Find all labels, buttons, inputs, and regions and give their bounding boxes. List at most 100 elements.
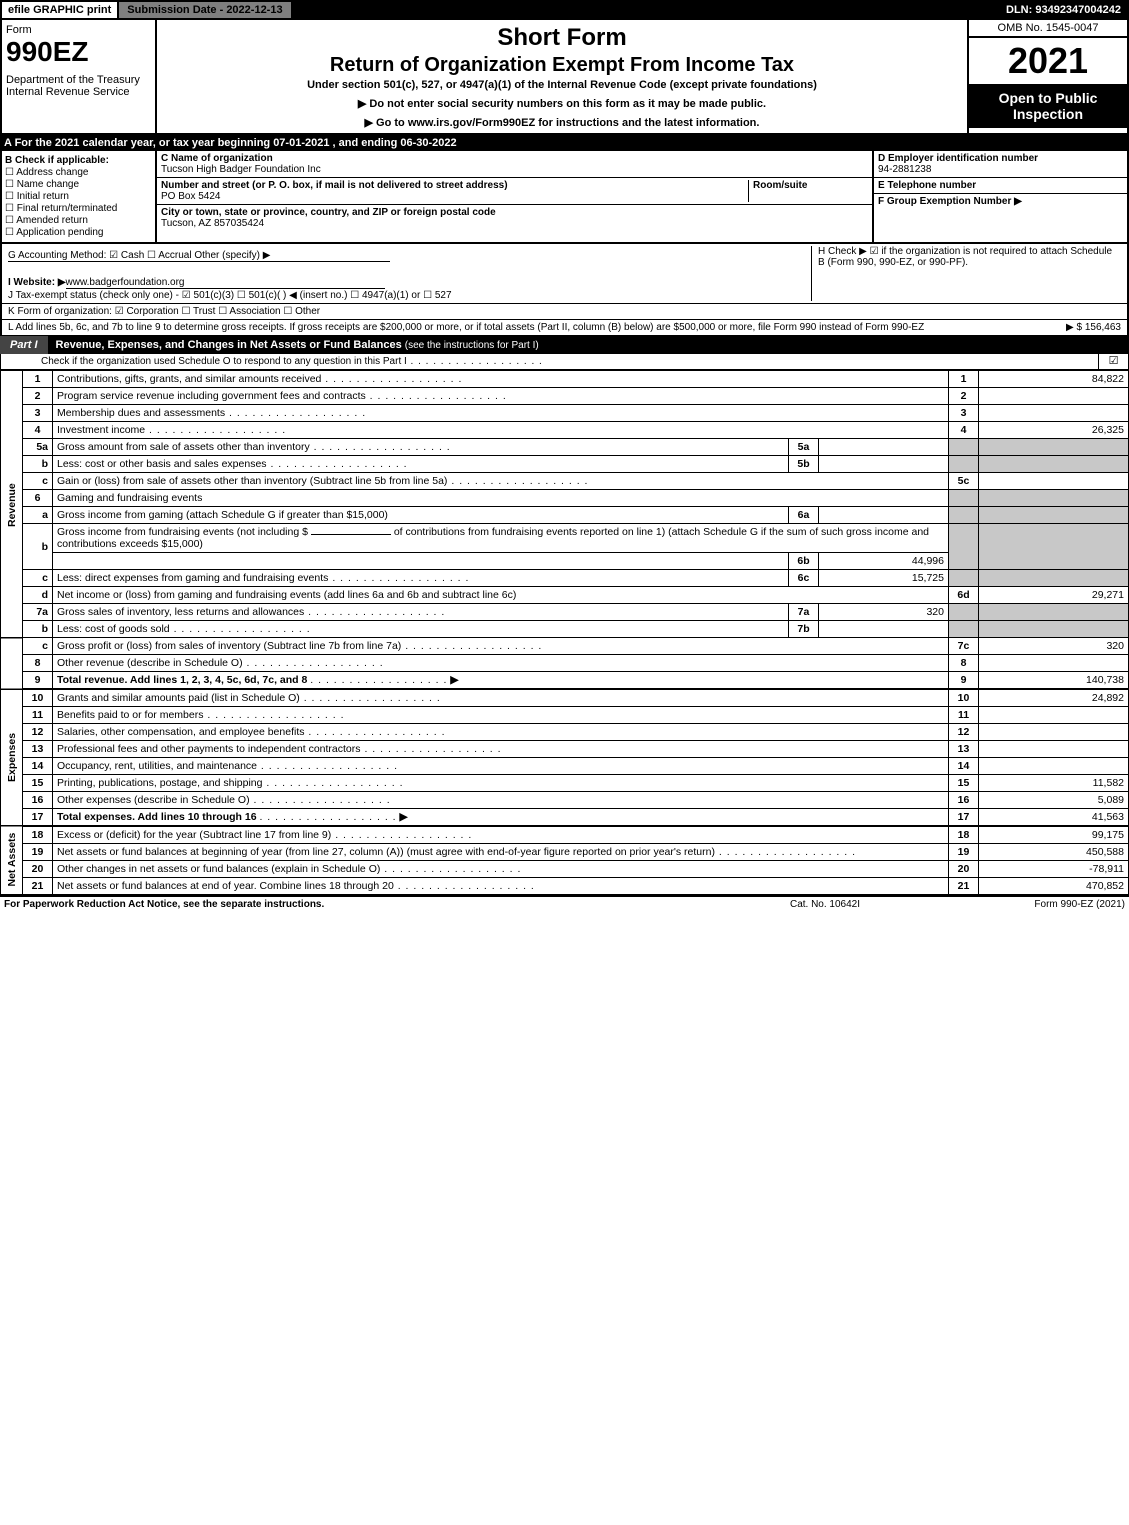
line-amount	[979, 707, 1129, 724]
line-num: 6	[23, 490, 53, 507]
line-code: 19	[949, 844, 979, 861]
line-num: 19	[23, 844, 53, 861]
line-amount	[979, 655, 1129, 672]
line-desc: Gross sales of inventory, less returns a…	[53, 604, 789, 621]
part-1-header: Part I Revenue, Expenses, and Changes in…	[0, 336, 1129, 354]
checkbox-label: Address change	[16, 167, 88, 178]
line-code: 20	[949, 861, 979, 878]
top-bar: efile GRAPHIC print Submission Date - 20…	[0, 0, 1129, 20]
line-num: 2	[23, 388, 53, 405]
line-amount: 320	[979, 638, 1129, 655]
checkbox-label: Name change	[17, 179, 79, 190]
subbox-value	[819, 621, 949, 638]
schedule-o-checkbox: ☑	[1098, 354, 1128, 369]
checkbox-final-return: ☐ Final return/terminated	[5, 203, 152, 214]
subbox-value: 15,725	[819, 570, 949, 587]
short-form-title: Short Form	[161, 24, 963, 52]
i-website: I Website: ▶www.badgerfoundation.org	[8, 277, 811, 288]
sidelabel-revenue: Revenue	[1, 371, 23, 638]
line-code-grey	[949, 604, 979, 621]
line-num: 3	[23, 405, 53, 422]
line-desc: Gross income from gaming (attach Schedul…	[53, 507, 789, 524]
checkbox-initial-return: ☐ Initial return	[5, 191, 152, 202]
line-desc: Occupancy, rent, utilities, and maintena…	[53, 758, 949, 775]
website-link[interactable]: www.badgerfoundation.org	[66, 277, 385, 289]
tax-year: 2021	[969, 38, 1127, 84]
line-6b-desc1: Gross income from fundraising events (no…	[57, 526, 308, 538]
line-num: 5a	[23, 439, 53, 456]
line-amount: -78,911	[979, 861, 1129, 878]
arrow-icon: ▶	[450, 674, 458, 686]
city-cell: City or town, state or province, country…	[157, 205, 872, 231]
e-label: E Telephone number	[878, 180, 976, 191]
checkbox-amended-return: ☐ Amended return	[5, 215, 152, 226]
line-num: 13	[23, 741, 53, 758]
part-1-subtitle: (see the instructions for Part I)	[405, 340, 539, 351]
line-amount-grey	[979, 439, 1129, 456]
line-amount-grey	[979, 490, 1129, 507]
line-desc: Contributions, gifts, grants, and simila…	[53, 371, 949, 388]
checkbox-name-change: ☐ Name change	[5, 179, 152, 190]
line-num: 10	[23, 689, 53, 707]
h-check: H Check ▶ ☑ if the organization is not r…	[811, 246, 1121, 301]
line-code: 12	[949, 724, 979, 741]
subbox-value	[819, 456, 949, 473]
line-desc: Gain or (loss) from sale of assets other…	[53, 473, 949, 490]
e-phone-cell: E Telephone number	[874, 178, 1127, 194]
line-desc: Investment income	[53, 422, 949, 439]
line-desc: Less: direct expenses from gaming and fu…	[53, 570, 789, 587]
line-desc: Salaries, other compensation, and employ…	[53, 724, 949, 741]
form-word: Form	[6, 24, 151, 36]
line-desc: Benefits paid to or for members	[53, 707, 949, 724]
subbox-label: 7a	[789, 604, 819, 621]
line-num: d	[23, 587, 53, 604]
footer-cat-no: Cat. No. 10642I	[725, 899, 925, 910]
line-desc: Other changes in net assets or fund bala…	[53, 861, 949, 878]
line-desc: Less: cost of goods sold	[53, 621, 789, 638]
line-code: 6d	[949, 587, 979, 604]
row-k: K Form of organization: ☑ Corporation ☐ …	[0, 304, 1129, 320]
line-amount	[979, 724, 1129, 741]
line-num: 16	[23, 792, 53, 809]
dln-label: DLN: 93492347004242	[1000, 2, 1127, 18]
footer-form-ref: Form 990-EZ (2021)	[925, 899, 1125, 910]
line-num: 12	[23, 724, 53, 741]
department-label: Department of the Treasury Internal Reve…	[6, 74, 151, 98]
line-amount: 26,325	[979, 422, 1129, 439]
line-code-grey	[949, 621, 979, 638]
line-desc: Grants and similar amounts paid (list in…	[53, 689, 949, 707]
col-c-org-info: C Name of organization Tucson High Badge…	[157, 151, 872, 242]
line-code: 14	[949, 758, 979, 775]
org-name-cell: C Name of organization Tucson High Badge…	[157, 151, 872, 178]
arrow-icon: ▶	[400, 811, 408, 823]
checkbox-application-pending: ☐ Application pending	[5, 227, 152, 238]
line-code: 10	[949, 689, 979, 707]
subbox-value: 320	[819, 604, 949, 621]
i-label: I Website: ▶	[8, 277, 66, 288]
sidelabel-netassets: Net Assets	[1, 826, 23, 895]
f-group-cell: F Group Exemption Number ▶	[874, 194, 1127, 209]
line-code: 16	[949, 792, 979, 809]
line-num: 17	[23, 809, 53, 827]
line-code: 8	[949, 655, 979, 672]
checkbox-address-change: ☐ Address change	[5, 167, 152, 178]
line-num: 20	[23, 861, 53, 878]
header-right: OMB No. 1545-0047 2021 Open to Public In…	[967, 20, 1127, 133]
schedule-o-text: Check if the organization used Schedule …	[1, 354, 1098, 369]
line-amount: 11,582	[979, 775, 1129, 792]
row-l: L Add lines 5b, 6c, and 7b to line 9 to …	[0, 320, 1129, 336]
line-desc: Gross amount from sale of assets other t…	[53, 439, 789, 456]
line-num: b	[23, 456, 53, 473]
line-desc: Printing, publications, postage, and shi…	[53, 775, 949, 792]
line-amount-grey	[979, 524, 1129, 570]
line-code: 17	[949, 809, 979, 827]
header-left: Form 990EZ Department of the Treasury In…	[2, 20, 157, 133]
omb-number: OMB No. 1545-0047	[969, 20, 1127, 38]
line-num: b	[23, 524, 53, 570]
line-amount	[979, 405, 1129, 422]
row-a-calendar-year: A For the 2021 calendar year, or tax yea…	[0, 135, 1129, 151]
sidelabel-expenses: Expenses	[1, 689, 23, 826]
line-code: 18	[949, 826, 979, 844]
street-value: PO Box 5424	[161, 191, 220, 202]
col-b-checkboxes: B Check if applicable: ☐ Address change …	[2, 151, 157, 242]
